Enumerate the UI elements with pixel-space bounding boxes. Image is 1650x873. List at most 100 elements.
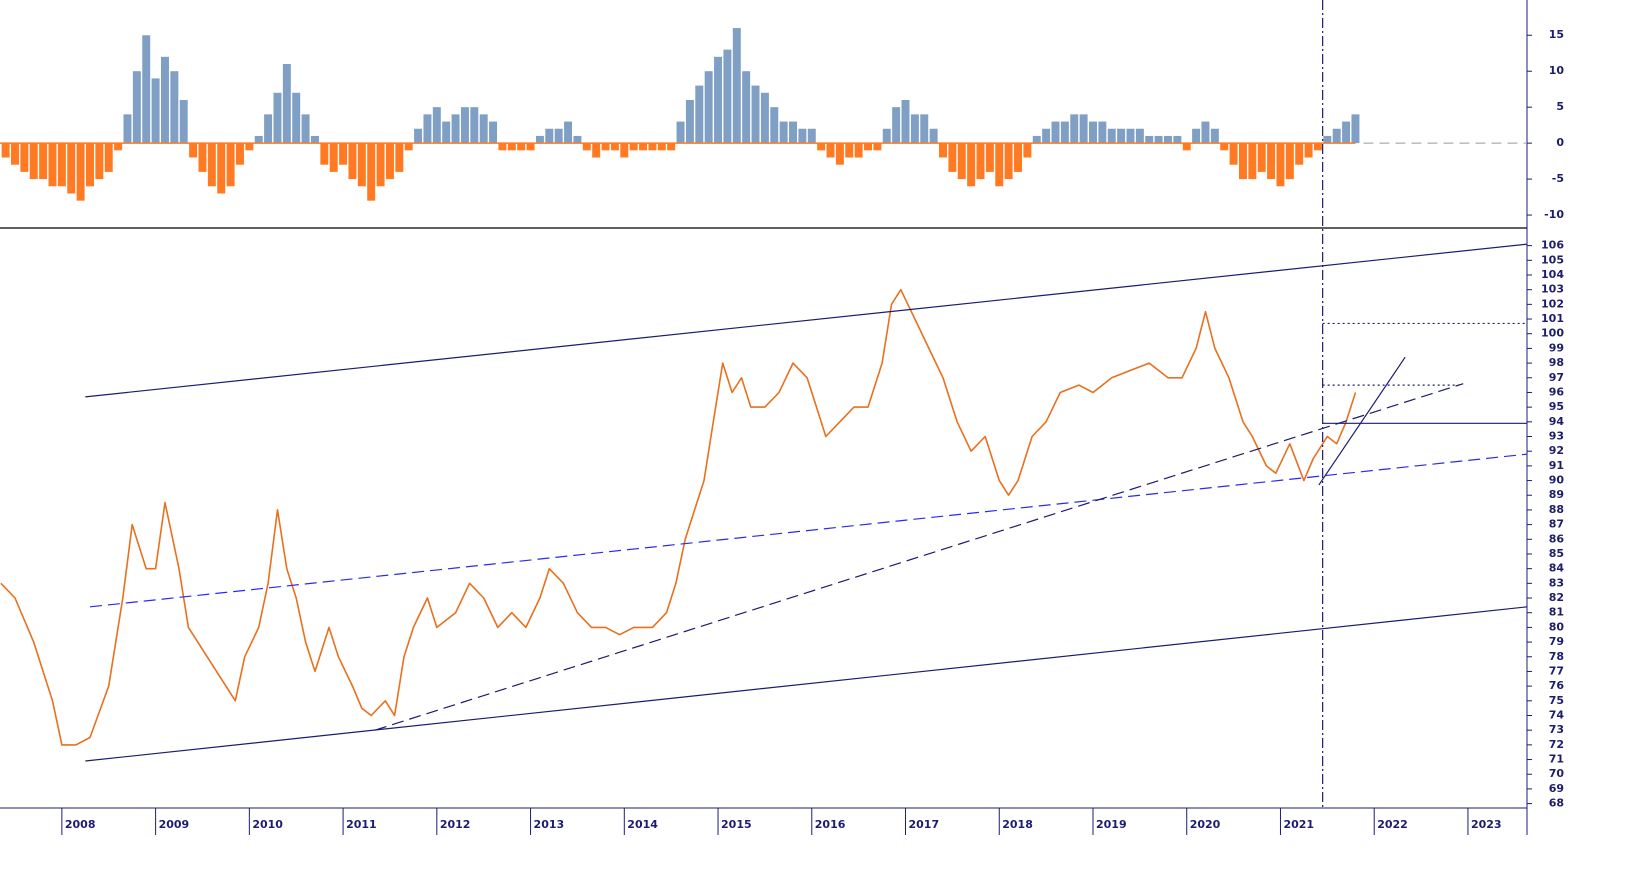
oscillator-bar <box>226 143 235 187</box>
oscillator-bar <box>254 135 263 144</box>
oscillator-bar <box>967 143 976 187</box>
y-tick-label: 72 <box>1549 738 1564 751</box>
oscillator-bar <box>395 143 404 172</box>
oscillator-bar <box>1098 121 1107 144</box>
oscillator-bar <box>995 143 1004 187</box>
y-tick-label: 94 <box>1549 415 1565 428</box>
y-tick-label: 98 <box>1549 356 1564 369</box>
x-tick-label: 2019 <box>1096 818 1127 831</box>
x-tick-label: 2017 <box>909 818 940 831</box>
oscillator-bar <box>864 143 873 151</box>
oscillator-bar <box>1248 143 1257 180</box>
oscillator-bar <box>1060 121 1069 144</box>
oscillator-bar <box>714 56 723 144</box>
oscillator-bar <box>667 143 676 151</box>
y-tick-label: 80 <box>1549 620 1565 633</box>
oscillator-bar <box>329 143 338 172</box>
x-tick-label: 2021 <box>1283 818 1314 831</box>
oscillator-bar <box>817 143 826 151</box>
oscillator-bar <box>610 143 619 151</box>
oscillator-bar <box>320 143 329 165</box>
oscillator-bar <box>423 114 432 144</box>
oscillator-bar <box>123 114 132 144</box>
oscillator-bar <box>198 143 207 172</box>
y-tick-label: 90 <box>1549 474 1565 487</box>
oscillator-bar <box>451 114 460 144</box>
oscillator-bar <box>1051 121 1060 144</box>
x-tick-label: 2015 <box>721 818 752 831</box>
y-tick-label: 74 <box>1549 708 1565 721</box>
oscillator-bar <box>1135 128 1144 144</box>
oscillator-bar <box>835 143 844 165</box>
oscillator-bar <box>554 128 563 144</box>
oscillator-bar <box>376 143 385 187</box>
oscillator-bar <box>882 128 891 144</box>
y-tick-label: 78 <box>1549 650 1564 663</box>
oscillator-bar <box>507 143 516 151</box>
oscillator-bar <box>404 143 413 151</box>
oscillator-bar <box>985 143 994 172</box>
y-tick-label: 75 <box>1549 694 1564 707</box>
y-tick-label: 84 <box>1549 562 1565 575</box>
oscillator-bar <box>1154 135 1163 144</box>
oscillator-bar <box>498 143 507 151</box>
oscillator-bar <box>1079 114 1088 144</box>
y-tick-label: 95 <box>1549 400 1564 413</box>
y-tick-label: 88 <box>1549 503 1564 516</box>
oscillator-bar <box>929 128 938 144</box>
oscillator-bar <box>695 85 704 144</box>
y-tick-label: 85 <box>1549 547 1564 560</box>
oscillator-bar <box>1238 143 1247 180</box>
oscillator-bar <box>245 143 254 151</box>
oscillator-bar <box>1285 143 1294 180</box>
oscillator-bar <box>432 107 441 144</box>
y-tick-label: 86 <box>1549 532 1565 545</box>
trendline <box>1318 356 1406 486</box>
oscillator-bar <box>1342 121 1351 144</box>
oscillator-bar <box>142 35 151 144</box>
y-tick-label: 70 <box>1549 767 1565 780</box>
oscillator-bar <box>1032 135 1041 144</box>
oscillator-bar <box>189 143 198 158</box>
y-tick-label: 106 <box>1541 239 1564 252</box>
y-tick-label: 96 <box>1549 385 1565 398</box>
y-tick-label: -10 <box>1544 208 1564 221</box>
x-tick-label: 2009 <box>159 818 190 831</box>
y-tick-label: 73 <box>1549 723 1564 736</box>
x-tick-label: 2010 <box>252 818 283 831</box>
oscillator-bar <box>592 143 601 158</box>
oscillator-bar <box>948 143 957 172</box>
oscillator-bar <box>1182 143 1191 151</box>
oscillator-bar <box>235 143 244 165</box>
oscillator-bar <box>629 143 638 151</box>
oscillator-bar <box>1351 114 1360 144</box>
oscillator-bar <box>1023 143 1032 158</box>
oscillator-bar <box>573 135 582 144</box>
y-tick-label: 105 <box>1541 253 1564 266</box>
trendline <box>85 606 1528 762</box>
oscillator-bar <box>170 71 179 144</box>
oscillator-bar <box>282 64 291 144</box>
oscillator-bar <box>1173 135 1182 144</box>
oscillator-bar <box>1257 143 1266 172</box>
oscillator-bar <box>892 107 901 144</box>
y-tick-label: 104 <box>1541 268 1564 281</box>
trendline <box>374 383 1464 731</box>
oscillator-bar <box>1229 143 1238 165</box>
oscillator-bar <box>1332 128 1341 144</box>
x-tick-label: 2016 <box>815 818 846 831</box>
oscillator-bar <box>86 143 94 187</box>
y-tick-label: 68 <box>1549 797 1564 810</box>
oscillator-bar <box>648 143 657 151</box>
oscillator-bar <box>657 143 666 151</box>
oscillator-bar <box>732 28 741 144</box>
oscillator-bar <box>20 143 29 172</box>
oscillator-bar <box>676 121 685 144</box>
oscillator-bar <box>385 143 394 180</box>
y-tick-label: 77 <box>1549 664 1564 677</box>
oscillator-bar <box>348 143 357 180</box>
oscillator-bar <box>310 135 319 144</box>
x-tick-label: 2011 <box>346 818 377 831</box>
oscillator-bar <box>414 128 423 144</box>
